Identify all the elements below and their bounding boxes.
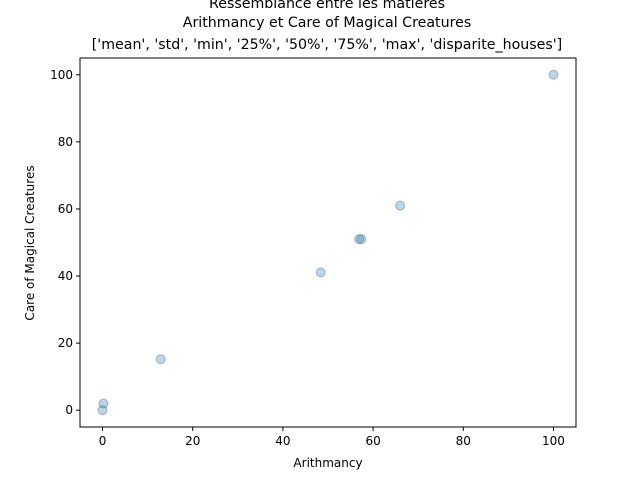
x-tick-label: 100 (542, 434, 565, 448)
y-tick-label: 60 (58, 202, 73, 216)
chart-title-line-3: ['mean', 'std', 'min', '25%', '50%', '75… (92, 37, 562, 53)
x-tick-label: 0 (99, 434, 107, 448)
data-point (354, 234, 365, 245)
chart-title-line-1: Ressemblance entre les matières (209, 0, 445, 12)
y-tick-label: 0 (65, 403, 73, 417)
x-tick-label: 80 (456, 434, 471, 448)
x-axis-label: Arithmancy (293, 456, 362, 470)
plot-frame (79, 57, 577, 428)
data-point (155, 354, 166, 365)
y-tick-label: 20 (58, 336, 73, 350)
y-tick-label: 80 (58, 135, 73, 149)
data-point (97, 405, 108, 416)
y-axis-label: Care of Magical Creatures (23, 165, 37, 320)
data-point (98, 398, 109, 409)
y-tick-label: 40 (58, 269, 73, 283)
x-tick-label: 20 (185, 434, 200, 448)
data-point (315, 267, 326, 278)
y-tick-label: 100 (50, 68, 73, 82)
data-points (97, 69, 559, 416)
data-point (395, 200, 406, 211)
chart-title-line-2: Arithmancy et Care of Magical Creatures (183, 15, 471, 31)
data-point (356, 234, 367, 245)
x-tick-label: 40 (275, 434, 290, 448)
axis-ticks: 0 20 40 60 80 100 0 20 40 60 80 100 (50, 68, 565, 448)
data-point (548, 69, 559, 80)
x-tick-label: 60 (365, 434, 380, 448)
